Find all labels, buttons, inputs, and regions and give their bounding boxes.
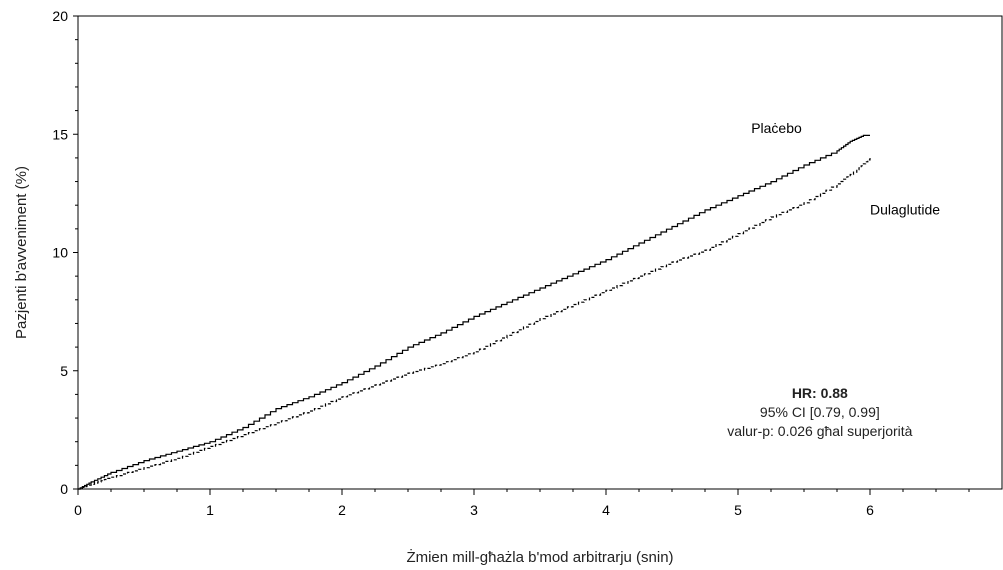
series-line-placebo [78,134,870,490]
y-tick-label: 0 [60,481,68,497]
x-tick-label: 1 [206,502,214,518]
x-tick-label: 3 [470,502,478,518]
y-axis: 0 5 10 15 20 [52,8,78,497]
x-tick-label: 5 [734,502,742,518]
y-axis-title: Pazjenti b'avveniment (%) [13,166,30,339]
series-label-placebo: Plaċebo [751,120,802,136]
hazard-ratio-text: HR: 0.88 [792,385,848,401]
x-tick-label: 4 [602,502,610,518]
confidence-interval-text: 95% CI [0.79, 0.99] [760,404,880,420]
y-tick-label: 10 [52,245,68,261]
y-tick-label: 5 [60,363,68,379]
p-value-text: valur-p: 0.026 għal superjorità [727,423,912,439]
series-label-dulaglutide: Dulaglutide [870,202,940,218]
series-line-dulaglutide [78,157,871,490]
x-tick-label: 0 [74,502,82,518]
x-axis-title: Żmien mill-għażla b'mod arbitrarju (snin… [406,548,673,566]
y-tick-label: 20 [52,8,68,24]
y-tick-label: 15 [52,126,68,142]
x-tick-label: 6 [866,502,874,518]
series-layer [78,134,871,490]
x-tick-label: 2 [338,502,346,518]
x-axis: 0 1 2 3 4 5 6 [74,489,970,518]
